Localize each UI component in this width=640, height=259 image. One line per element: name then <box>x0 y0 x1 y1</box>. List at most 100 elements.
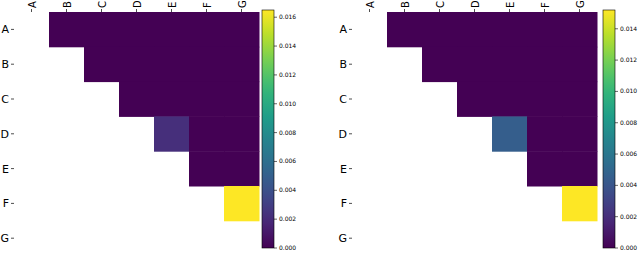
heatmap-cell <box>154 116 190 151</box>
heatmap-cell <box>224 186 260 221</box>
heatmap-cell <box>224 116 260 151</box>
heatmap-cell <box>492 116 528 151</box>
colorbar-tick-label: 0.012 <box>279 71 296 78</box>
x-tick-label: F <box>540 2 551 8</box>
x-tick <box>579 9 580 12</box>
x-tick-label: C <box>435 1 446 8</box>
y-tick <box>349 99 352 100</box>
x-tick-label: D <box>132 0 143 8</box>
y-tick-label: E <box>2 163 9 176</box>
colorbar-tick <box>615 154 618 155</box>
colorbar-tick <box>274 46 277 47</box>
colorbar-tick <box>615 91 618 92</box>
heatmap-cell <box>224 12 260 47</box>
heatmap-cell <box>527 116 563 151</box>
colorbar-tick-label: 0.002 <box>279 215 296 222</box>
x-tick-label: E <box>167 2 178 8</box>
x-tick-label: G <box>237 0 248 8</box>
heatmap-cell <box>119 47 155 82</box>
y-tick-label: A <box>339 23 347 36</box>
y-tick <box>11 203 14 204</box>
heatmap-cell <box>224 47 260 82</box>
colorbar-tick-label: 0.010 <box>279 100 296 107</box>
x-tick <box>171 9 172 12</box>
colorbar-tick-label: 0.008 <box>620 119 637 126</box>
colorbar-tick-label: 0.004 <box>620 181 637 188</box>
x-tick-label: A <box>27 1 38 8</box>
colorbar-tick <box>615 185 618 186</box>
y-tick-label: E <box>340 163 347 176</box>
x-tick <box>544 9 545 12</box>
y-tick-label: F <box>3 197 9 210</box>
colorbar-tick-label: 0.006 <box>279 157 296 164</box>
heatmap-cell <box>527 82 563 117</box>
heatmap-cell <box>154 12 190 47</box>
colorbar <box>603 10 615 248</box>
colorbar-tick <box>274 161 277 162</box>
heatmap-cell <box>422 12 458 47</box>
x-tick <box>509 9 510 12</box>
x-tick <box>369 9 370 12</box>
y-tick-label: A <box>1 23 9 36</box>
colorbar-tick <box>615 122 618 123</box>
heatmap-cell <box>189 116 225 151</box>
figure: A B C D E F G A B C D E F G 0.000 0.002 0.004 0.006 0.008 0… <box>0 0 640 259</box>
colorbar-tick-label: 0.004 <box>279 186 296 193</box>
heatmap-cell <box>492 12 528 47</box>
colorbar-tick <box>615 248 618 249</box>
x-tick-label: G <box>575 0 586 8</box>
x-tick <box>474 9 475 12</box>
heatmap-cell <box>527 47 563 82</box>
y-tick <box>349 29 352 30</box>
y-tick <box>11 99 14 100</box>
x-tick <box>439 9 440 12</box>
heatmap-cell <box>492 82 528 117</box>
heatmap-cell <box>422 47 458 82</box>
y-tick-label: B <box>1 58 9 71</box>
colorbar <box>262 10 274 248</box>
x-tick-label: B <box>400 1 411 8</box>
x-tick-label: F <box>202 2 213 8</box>
heatmap-cell <box>457 12 493 47</box>
y-tick <box>11 64 14 65</box>
y-tick-label: G <box>0 232 9 245</box>
heatmap-cell <box>527 12 563 47</box>
y-tick-label: B <box>339 58 347 71</box>
y-tick-label: F <box>341 197 347 210</box>
heatmap-cell <box>562 116 598 151</box>
colorbar-tick-label: 0.006 <box>620 150 637 157</box>
heatmap-cell <box>84 12 120 47</box>
heatmap-cell <box>119 12 155 47</box>
y-tick-label: D <box>339 128 347 141</box>
heatmap-cell <box>154 82 190 117</box>
y-tick <box>349 64 352 65</box>
x-tick-label: E <box>505 2 516 8</box>
colorbar-tick <box>274 17 277 18</box>
heatmap-cell <box>457 82 493 117</box>
heatmap-panel: ABCDEFGABCDEFG0.0000.0020.0040.0060.0080… <box>0 0 296 251</box>
x-tick-label: C <box>97 1 108 8</box>
y-tick <box>349 238 352 239</box>
heatmap-panel: ABCDEFGABCDEFG0.0000.0020.0040.0060.0080… <box>338 0 637 251</box>
x-tick-label: A <box>365 1 376 8</box>
heatmap-cell <box>562 12 598 47</box>
y-tick <box>349 168 352 169</box>
heatmap-cell <box>189 82 225 117</box>
heatmap-cell <box>49 12 85 47</box>
colorbar-tick-label: 0.012 <box>620 56 637 63</box>
y-tick <box>11 29 14 30</box>
y-tick <box>11 168 14 169</box>
y-tick-label: C <box>339 93 347 106</box>
x-tick-label: D <box>470 0 481 8</box>
y-tick <box>11 133 14 134</box>
y-tick-label: G <box>338 232 347 245</box>
colorbar-tick <box>274 248 277 249</box>
x-tick-label: B <box>62 1 73 8</box>
heatmap-cell <box>224 151 260 186</box>
x-tick <box>31 9 32 12</box>
colorbar-tick-label: 0.000 <box>279 244 296 251</box>
x-tick <box>101 9 102 12</box>
heatmap-cell <box>189 47 225 82</box>
y-tick <box>349 133 352 134</box>
colorbar-tick <box>274 74 277 75</box>
